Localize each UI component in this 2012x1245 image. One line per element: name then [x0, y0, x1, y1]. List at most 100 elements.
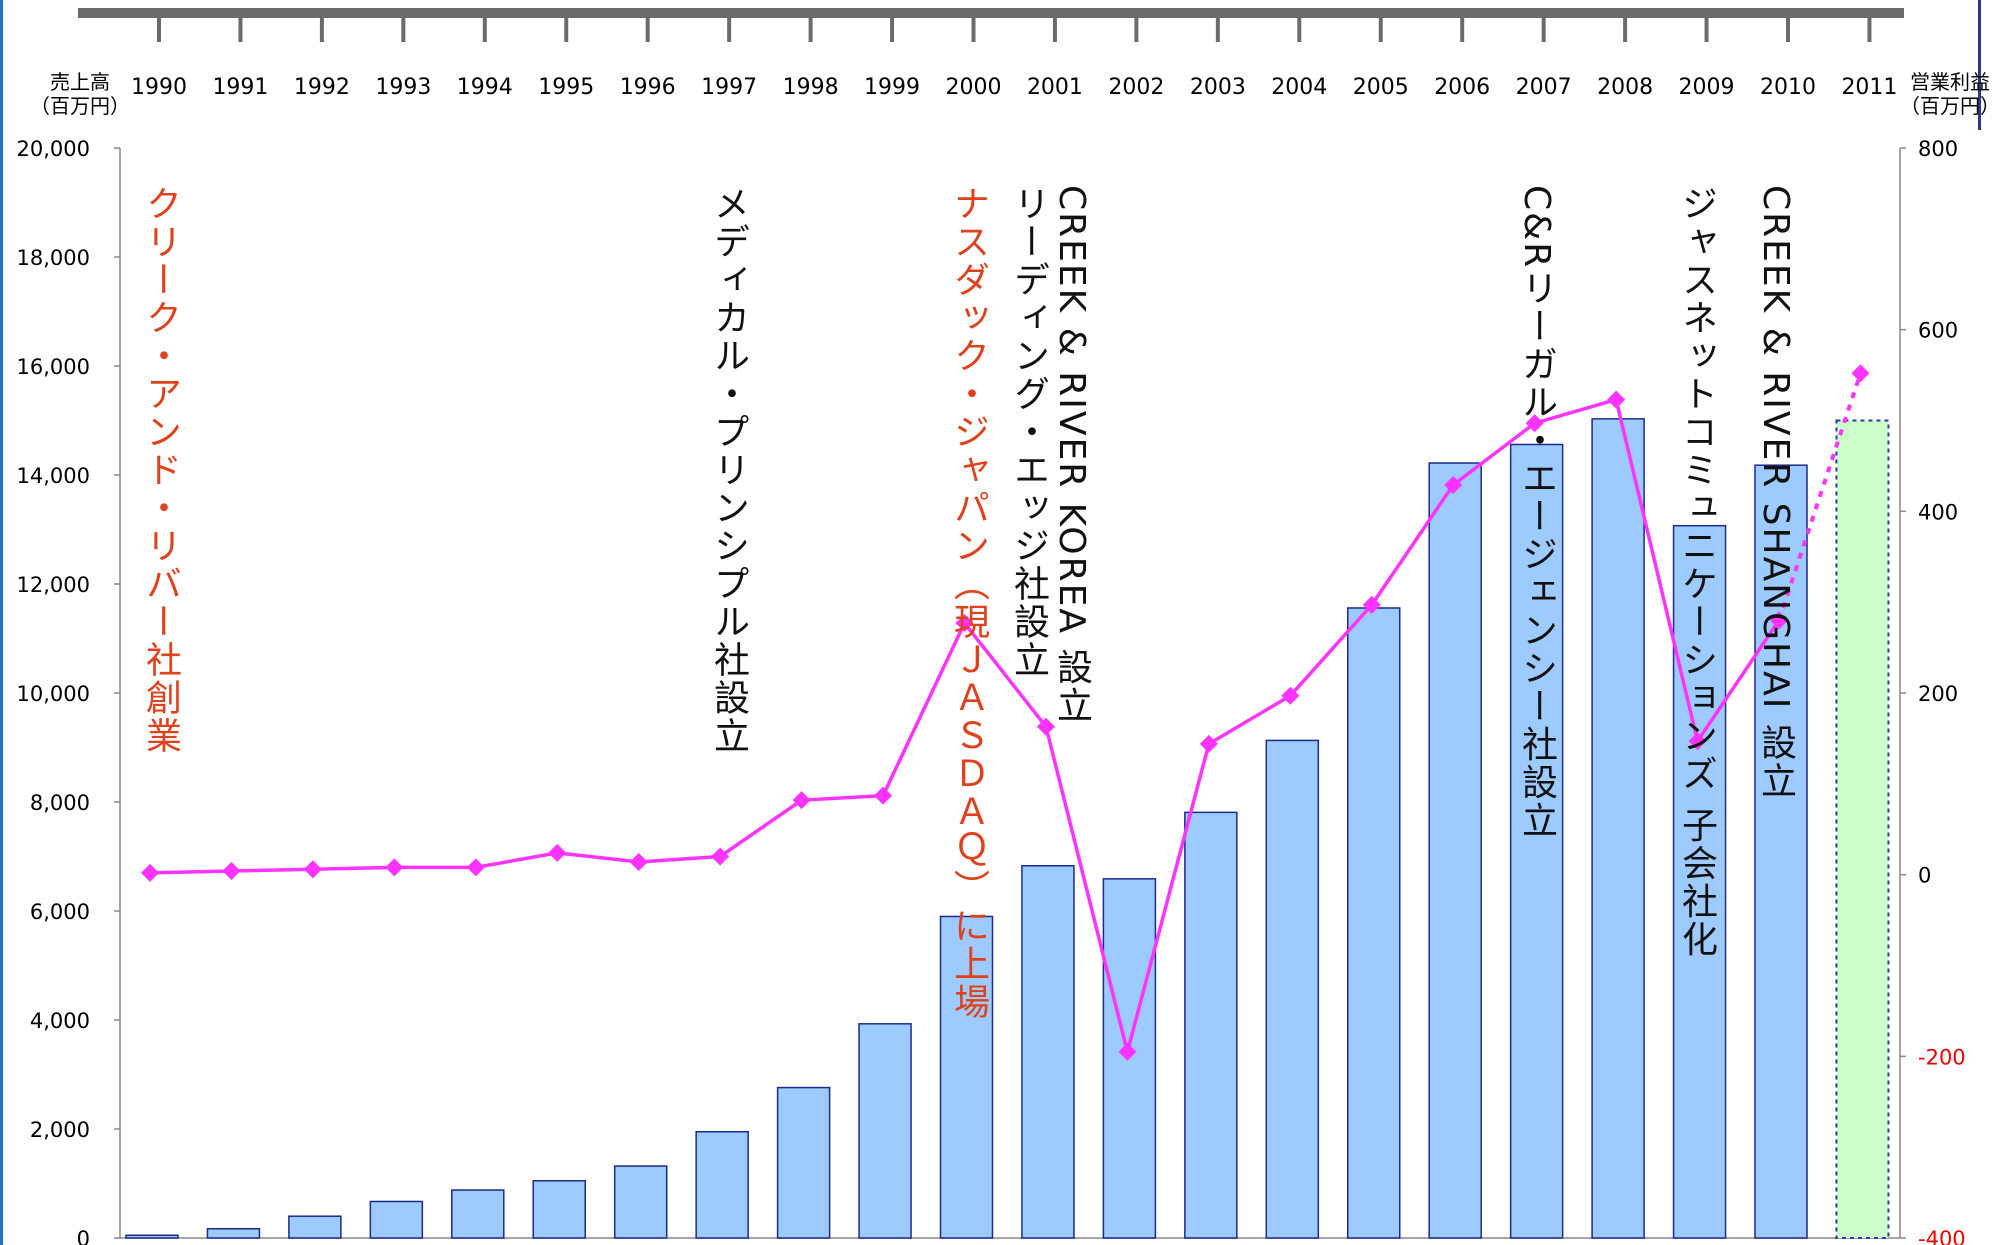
profit-point: [222, 862, 241, 881]
timeline-tick: [1786, 14, 1790, 42]
profit-point: [1688, 732, 1707, 751]
year-label: 1990: [131, 75, 187, 100]
profit-point: [1851, 364, 1870, 383]
year-label: 2003: [1190, 75, 1246, 100]
sales-bar: [1184, 811, 1238, 1239]
operating-profit-line: [141, 364, 1870, 1061]
profit-point: [711, 847, 730, 866]
annotation-cr-korea: CREEK & RIVER KOREA 設立: [1051, 185, 1092, 725]
annotation-cr-legal-agency: C&Rリーガル・エージェンシー社設立: [1516, 185, 1557, 840]
timeline-tick: [1541, 14, 1546, 42]
timeline-tick: [157, 14, 161, 42]
year-label: 1993: [375, 75, 431, 100]
year-label: 1999: [864, 75, 920, 100]
profit-point: [874, 786, 893, 805]
timeline-tick: [1297, 14, 1302, 42]
year-label: 1992: [294, 75, 350, 100]
year-label: 2000: [946, 75, 1002, 100]
year-label: 2005: [1353, 75, 1409, 100]
sales-bar: [451, 1189, 505, 1239]
sales-bar: [776, 1086, 831, 1239]
timeline-bar: [78, 8, 1904, 42]
timeline-tick: [1052, 14, 1057, 42]
left-tick-label: 4,000: [30, 1009, 90, 1033]
left-tick-label: 2,000: [30, 1118, 90, 1142]
right-tick-label: 800: [1918, 137, 1958, 161]
annotation-founding: クリーク・アンド・リバー社創業: [140, 185, 181, 755]
timeline-tick: [401, 14, 406, 42]
sales-bar: [532, 1180, 586, 1239]
sales-bar: [1509, 443, 1564, 1239]
timeline-tick: [319, 14, 324, 42]
left-tick-label: 20,000: [17, 137, 90, 161]
profit-point: [1118, 1042, 1137, 1061]
timeline-tick: [808, 14, 813, 42]
annotation-cr-shanghai: CREEK & RIVER SHANGHAI 設立: [1755, 185, 1796, 800]
left-axis-title-line2: （百万円）: [30, 94, 130, 118]
year-label: 2007: [1516, 75, 1572, 100]
profit-line-forecast: [1777, 372, 1863, 621]
sales-bar: [1021, 865, 1075, 1239]
year-label: 1997: [701, 75, 757, 100]
right-tick-label: -200: [1918, 1045, 1966, 1069]
profit-point: [1444, 475, 1463, 494]
sales-bar: [288, 1215, 342, 1239]
sales-bar: [695, 1130, 749, 1239]
timeline-tick: [1867, 14, 1872, 42]
timeline-tick: [1623, 14, 1628, 42]
timeline-tick: [890, 14, 895, 42]
right-tick-label: 400: [1918, 500, 1958, 524]
sales-bar: [1347, 607, 1401, 1239]
left-tick-label: 12,000: [17, 573, 90, 597]
left-tick-label: 16,000: [17, 355, 90, 379]
year-label: 2009: [1679, 75, 1735, 100]
year-label: 2011: [1841, 75, 1897, 100]
year-label: 1995: [538, 75, 594, 100]
timeline-tick: [1215, 14, 1220, 42]
timeline-tick: [1378, 14, 1383, 42]
profit-point: [1525, 414, 1544, 433]
annotation-nasdaq-listing: ナスダック・ジャパン（現ＪＡＳＤＡＱ）に上場: [948, 185, 989, 1021]
profit-point: [1281, 686, 1300, 705]
right-tick-label: 200: [1918, 682, 1958, 706]
timeline-tick: [971, 14, 976, 42]
sales-bar: [1265, 739, 1320, 1239]
profit-point: [1036, 717, 1055, 736]
timeline-tick: [645, 14, 650, 42]
sales-bar-forecast: [1835, 419, 1890, 1239]
sales-bar: [206, 1227, 261, 1239]
year-label: 1996: [620, 75, 676, 100]
right-tick-label: 0: [1918, 864, 1931, 888]
sales-bar: [1754, 464, 1808, 1239]
timeline-tick: [1460, 14, 1465, 42]
left-tick-label: 18,000: [17, 246, 90, 270]
year-label: 1994: [457, 75, 513, 100]
timeline-rail: [78, 8, 1904, 18]
left-tick-label: 10,000: [17, 682, 90, 706]
timeline-tick: [1704, 14, 1709, 42]
timeline-tick: [482, 14, 487, 42]
year-label: 2001: [1027, 75, 1083, 100]
sales-bar: [1672, 524, 1727, 1239]
year-label: 2004: [1271, 75, 1327, 100]
profit-point: [548, 843, 567, 862]
year-label: 2006: [1434, 75, 1490, 100]
sales-bar: [613, 1165, 668, 1239]
timeline-tick: [727, 14, 732, 42]
profit-point: [1362, 595, 1381, 614]
right-axis-title-line1: 営業利益: [1910, 70, 1990, 94]
sales-bar: [858, 1023, 912, 1239]
year-label: 2010: [1760, 75, 1816, 100]
sales-bar: [1591, 418, 1645, 1239]
year-label: 1998: [783, 75, 839, 100]
profit-point: [629, 852, 648, 871]
timeline-tick: [238, 14, 243, 42]
profit-point: [792, 791, 811, 810]
annotation-jusnet: ジャスネットコミュニケーションズ 子会社化: [1676, 185, 1717, 959]
right-tick-label: -400: [1918, 1227, 1966, 1245]
sales-bar: [369, 1200, 424, 1239]
left-tick-label: 6,000: [30, 900, 90, 924]
profit-point: [466, 858, 485, 877]
profit-point: [385, 858, 404, 877]
